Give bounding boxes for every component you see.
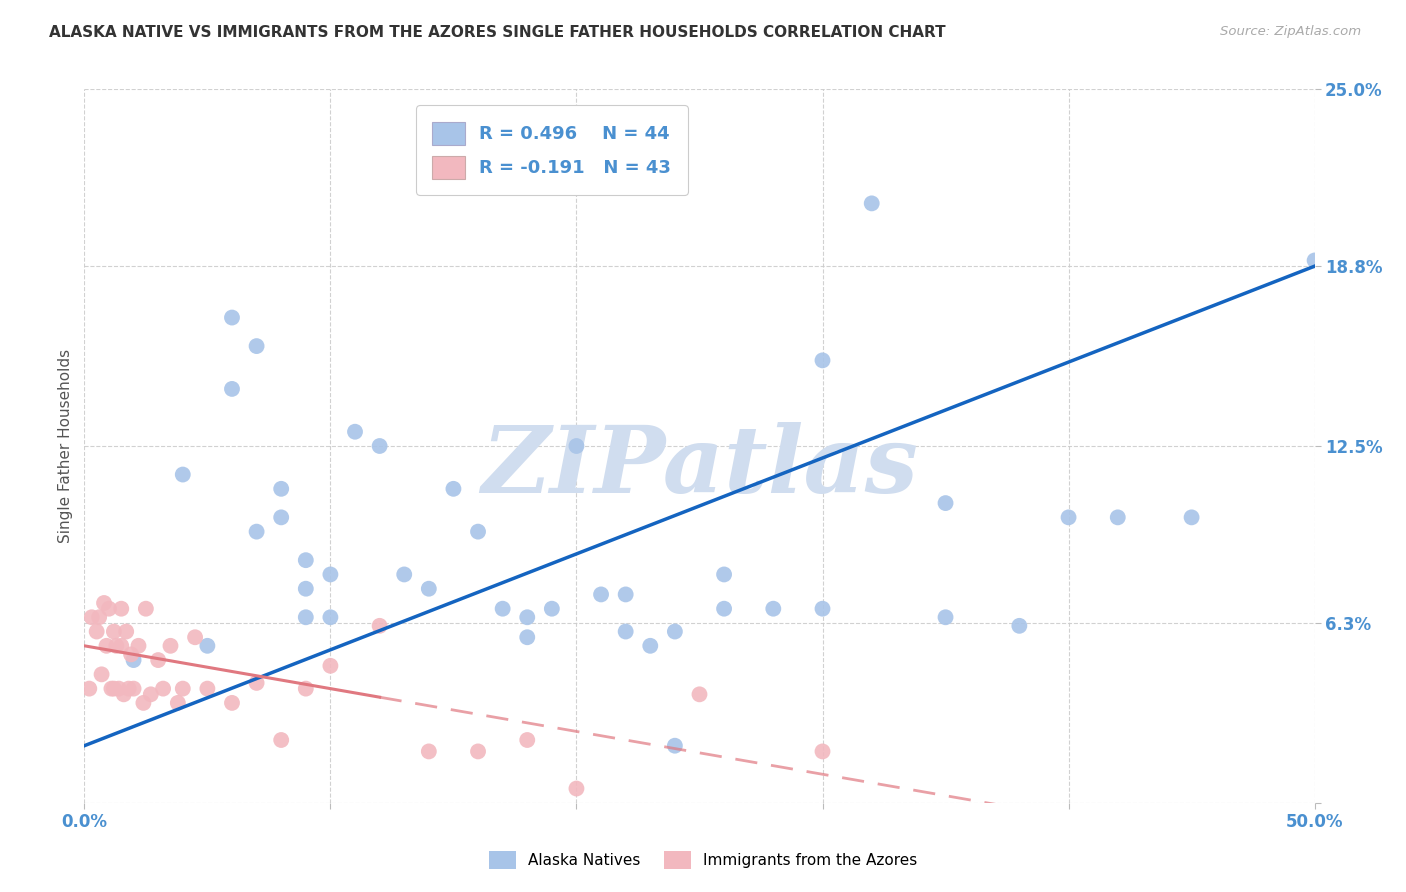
Legend: R = 0.496    N = 44, R = -0.191   N = 43: R = 0.496 N = 44, R = -0.191 N = 43 bbox=[416, 105, 688, 195]
Point bbox=[811, 601, 834, 615]
Point bbox=[122, 653, 145, 667]
Point bbox=[110, 639, 132, 653]
Point bbox=[492, 601, 515, 615]
Point bbox=[172, 681, 194, 696]
Point bbox=[197, 639, 219, 653]
Point bbox=[86, 624, 108, 639]
Point bbox=[418, 582, 440, 596]
Point bbox=[319, 658, 342, 673]
Point bbox=[516, 610, 538, 624]
Point bbox=[79, 681, 101, 696]
Point bbox=[418, 744, 440, 758]
Point bbox=[197, 681, 219, 696]
Point bbox=[295, 610, 318, 624]
Point bbox=[1107, 510, 1129, 524]
Point bbox=[132, 696, 155, 710]
Legend: Alaska Natives, Immigrants from the Azores: Alaska Natives, Immigrants from the Azor… bbox=[482, 845, 924, 875]
Point bbox=[166, 696, 188, 710]
Point bbox=[295, 582, 318, 596]
Point bbox=[394, 567, 416, 582]
Point bbox=[122, 681, 145, 696]
Point bbox=[565, 781, 588, 796]
Point bbox=[128, 639, 150, 653]
Point bbox=[103, 624, 125, 639]
Point bbox=[270, 510, 292, 524]
Point bbox=[172, 467, 194, 482]
Point bbox=[664, 739, 686, 753]
Point bbox=[713, 601, 735, 615]
Point bbox=[221, 696, 243, 710]
Point bbox=[935, 610, 957, 624]
Point bbox=[664, 624, 686, 639]
Point bbox=[139, 687, 162, 701]
Point bbox=[295, 553, 318, 567]
Point bbox=[93, 596, 115, 610]
Point bbox=[614, 587, 637, 601]
Text: ZIPatlas: ZIPatlas bbox=[481, 423, 918, 512]
Point bbox=[246, 339, 269, 353]
Point bbox=[98, 601, 120, 615]
Point bbox=[344, 425, 367, 439]
Point bbox=[115, 624, 138, 639]
Point bbox=[368, 439, 391, 453]
Point bbox=[118, 681, 141, 696]
Point bbox=[103, 681, 125, 696]
Point bbox=[1057, 510, 1080, 524]
Point bbox=[105, 639, 128, 653]
Point bbox=[811, 744, 834, 758]
Point bbox=[270, 733, 292, 747]
Point bbox=[184, 630, 207, 644]
Point bbox=[689, 687, 711, 701]
Point bbox=[152, 681, 174, 696]
Y-axis label: Single Father Households: Single Father Households bbox=[58, 349, 73, 543]
Point bbox=[96, 639, 118, 653]
Point bbox=[762, 601, 785, 615]
Point bbox=[246, 676, 269, 690]
Point bbox=[108, 681, 131, 696]
Point bbox=[541, 601, 564, 615]
Point bbox=[148, 653, 170, 667]
Point bbox=[811, 353, 834, 368]
Point bbox=[87, 610, 111, 624]
Point bbox=[246, 524, 269, 539]
Point bbox=[319, 567, 342, 582]
Point bbox=[516, 733, 538, 747]
Point bbox=[565, 439, 588, 453]
Point bbox=[368, 619, 391, 633]
Point bbox=[467, 524, 489, 539]
Text: Source: ZipAtlas.com: Source: ZipAtlas.com bbox=[1220, 25, 1361, 38]
Point bbox=[90, 667, 112, 681]
Point bbox=[467, 744, 489, 758]
Point bbox=[1008, 619, 1031, 633]
Point bbox=[112, 687, 135, 701]
Point bbox=[713, 567, 735, 582]
Point bbox=[443, 482, 465, 496]
Point bbox=[159, 639, 181, 653]
Point bbox=[1181, 510, 1204, 524]
Point bbox=[100, 681, 122, 696]
Point bbox=[860, 196, 883, 211]
Point bbox=[80, 610, 103, 624]
Point bbox=[319, 610, 342, 624]
Text: ALASKA NATIVE VS IMMIGRANTS FROM THE AZORES SINGLE FATHER HOUSEHOLDS CORRELATION: ALASKA NATIVE VS IMMIGRANTS FROM THE AZO… bbox=[49, 25, 946, 40]
Point bbox=[295, 681, 318, 696]
Point bbox=[1303, 253, 1326, 268]
Point bbox=[270, 482, 292, 496]
Point bbox=[221, 310, 243, 325]
Point bbox=[110, 601, 132, 615]
Point bbox=[640, 639, 662, 653]
Point bbox=[614, 624, 637, 639]
Point bbox=[516, 630, 538, 644]
Point bbox=[135, 601, 157, 615]
Point bbox=[221, 382, 243, 396]
Point bbox=[120, 648, 142, 662]
Point bbox=[591, 587, 613, 601]
Point bbox=[935, 496, 957, 510]
